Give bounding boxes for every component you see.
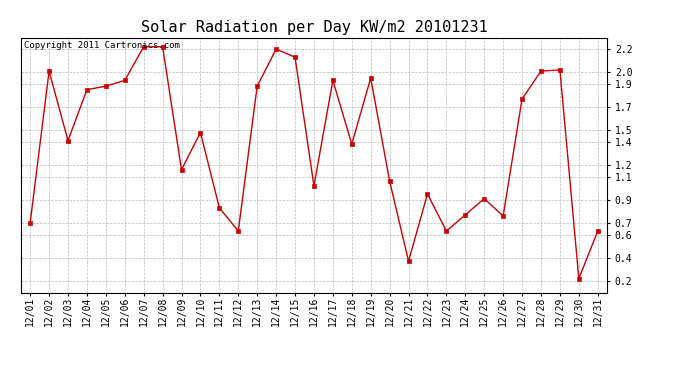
Title: Solar Radiation per Day KW/m2 20101231: Solar Radiation per Day KW/m2 20101231 [141,20,487,35]
Text: Copyright 2011 Cartronics.com: Copyright 2011 Cartronics.com [23,41,179,50]
